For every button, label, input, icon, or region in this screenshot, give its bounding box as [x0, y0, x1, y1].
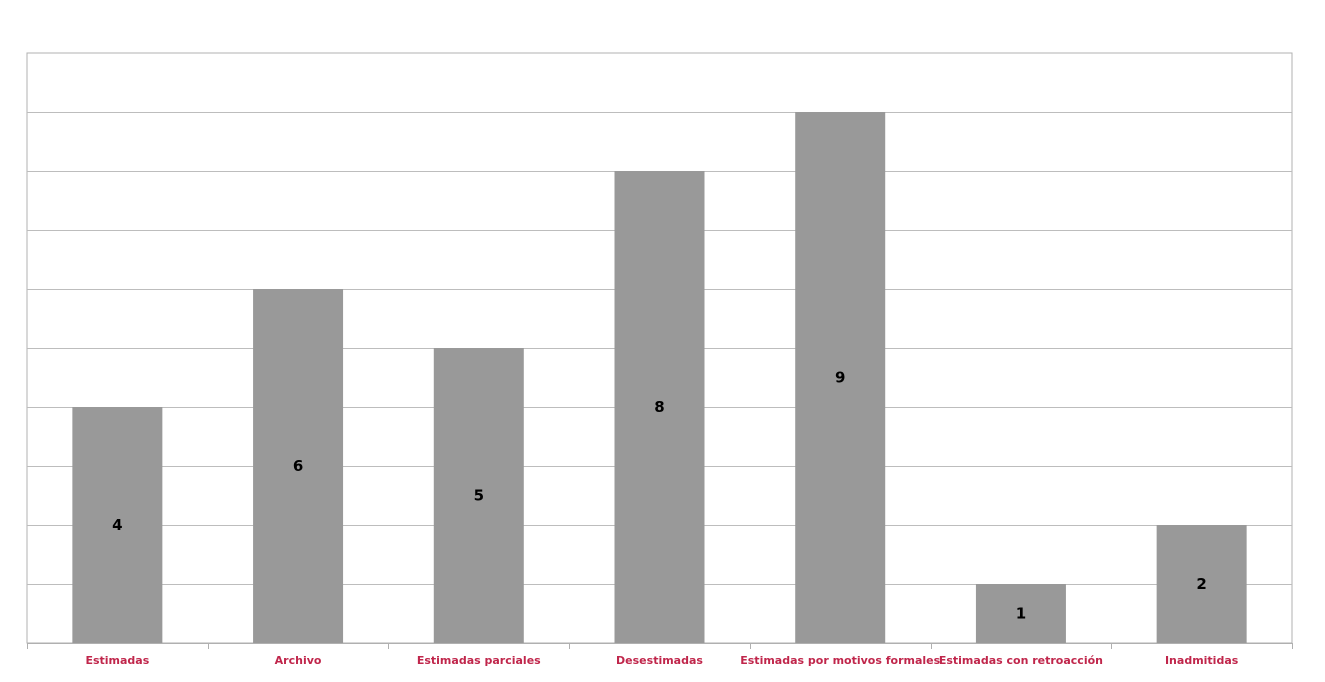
bar: [975, 584, 1066, 643]
data-label: 5: [474, 487, 484, 505]
bar: [1156, 525, 1247, 643]
data-label: 1: [1016, 605, 1026, 623]
x-axis: Estimadas Archivo Estimadas parciales Deses…: [27, 643, 1293, 667]
data-label: 8: [654, 398, 664, 416]
x-tick-label: Desestimadas: [616, 654, 703, 667]
bar: [614, 171, 705, 643]
data-label: 2: [1196, 575, 1206, 593]
bars: [72, 112, 1247, 643]
x-tick-label: Archivo: [275, 654, 322, 667]
bar: [253, 289, 344, 643]
x-tick-label: Estimadas: [85, 654, 149, 667]
data-label: 6: [293, 457, 303, 475]
x-tick-label: Estimadas por motivos formales: [740, 654, 940, 667]
bar: [72, 407, 163, 643]
bar: [433, 348, 524, 643]
data-label: 4: [112, 516, 122, 534]
x-tick-label: Inadmitidas: [1165, 654, 1239, 667]
x-tick-label: Estimadas con retroacción: [939, 654, 1103, 667]
data-labels: 4 6 5 8 9 1 2: [112, 369, 1207, 623]
bar: [795, 112, 886, 643]
data-label: 9: [835, 369, 845, 387]
x-tick-label: Estimadas parciales: [417, 654, 541, 667]
